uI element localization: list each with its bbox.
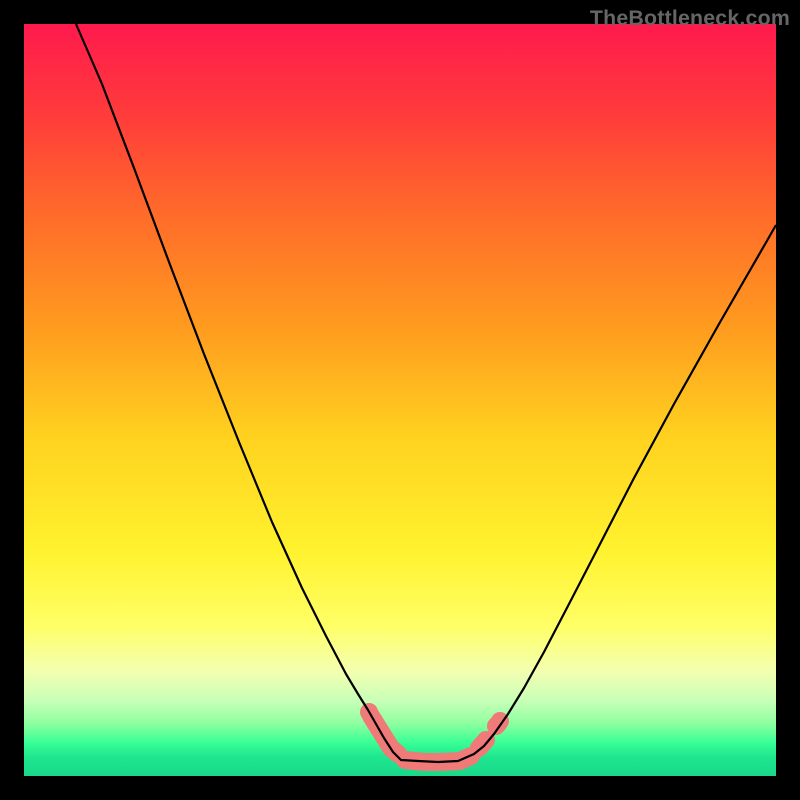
watermark-text: TheBottleneck.com bbox=[590, 6, 790, 31]
chart-frame: TheBottleneck.com bbox=[0, 0, 800, 800]
plot-area bbox=[24, 24, 776, 776]
curve-layer bbox=[24, 24, 776, 776]
salmon-marks-group bbox=[360, 703, 509, 762]
bottleneck-curve bbox=[76, 24, 776, 762]
